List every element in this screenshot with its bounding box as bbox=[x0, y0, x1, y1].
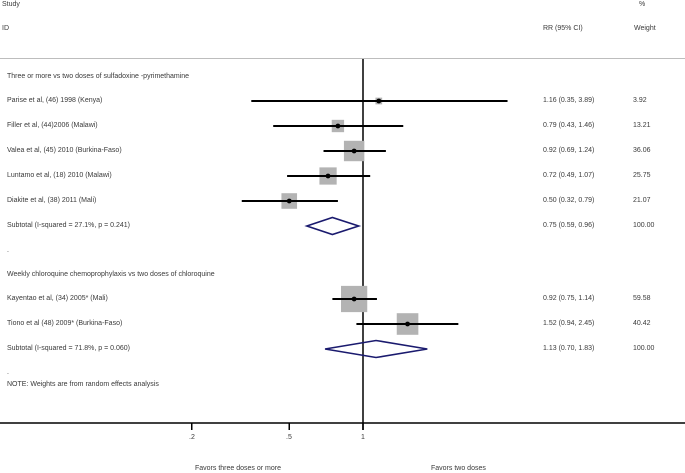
x-tick-label: 1 bbox=[361, 434, 365, 441]
study-rr-ci: 1.16 (0.35, 3.89) bbox=[543, 97, 595, 104]
study-weight: 36.06 bbox=[633, 147, 651, 154]
study-rr-ci: 0.50 (0.32, 0.79) bbox=[543, 197, 595, 204]
group-separator: . bbox=[7, 247, 9, 254]
point-estimate bbox=[405, 321, 410, 327]
study-rr-ci: 0.92 (0.69, 1.24) bbox=[543, 147, 595, 154]
study-weight: 13.21 bbox=[633, 122, 651, 129]
point-estimate bbox=[351, 148, 357, 154]
point-estimate bbox=[376, 98, 382, 104]
pct-column-header: % bbox=[639, 1, 646, 8]
id-column-header: ID bbox=[2, 25, 9, 32]
point-estimate bbox=[286, 198, 292, 204]
study-rr-ci: 1.52 (0.94, 2.45) bbox=[543, 320, 595, 327]
study-label: Kayentao et al, (34) 2005* (Mali) bbox=[7, 295, 108, 302]
header-divider bbox=[0, 58, 685, 59]
weights-note: NOTE: Weights are from random effects an… bbox=[7, 381, 159, 388]
study-weight: 21.07 bbox=[633, 197, 651, 204]
subtotal-rr-ci: 0.75 (0.59, 0.96) bbox=[543, 222, 595, 229]
study-rr-ci: 0.79 (0.43, 1.46) bbox=[543, 122, 595, 129]
study-weight: 25.75 bbox=[633, 172, 651, 179]
study-rr-ci: 0.72 (0.49, 1.07) bbox=[543, 172, 595, 179]
study-weight: 40.42 bbox=[633, 320, 651, 327]
x-tick-label: .5 bbox=[286, 434, 292, 441]
study-label: Filler et al, (44)2006 (Malawi) bbox=[7, 122, 98, 129]
point-estimate bbox=[325, 173, 331, 179]
study-label: Parise et al, (46) 1998 (Kenya) bbox=[7, 97, 103, 104]
study-column-header: Study bbox=[2, 1, 20, 8]
subtotal-diamond bbox=[324, 339, 428, 359]
subtotal-weight: 100.00 bbox=[633, 345, 655, 352]
subtotal-rr-ci: 1.13 (0.70, 1.83) bbox=[543, 345, 595, 352]
study-label: Diakite et al, (38) 2011 (Mali) bbox=[7, 197, 97, 204]
study-label: Valea et al, (45) 2010 (Burkina-Faso) bbox=[7, 147, 122, 154]
study-label: Luntamo et al, (18) 2010 (Malawi) bbox=[7, 172, 112, 179]
group-title: Three or more vs two doses of sulfadoxin… bbox=[7, 73, 190, 80]
favors-left-label: Favors three doses or more bbox=[195, 465, 281, 472]
study-label: Tiono et al (48) 2009* (Burkina-Faso) bbox=[7, 320, 123, 327]
subtotal-label: Subtotal (I-squared = 27.1%, p = 0.241) bbox=[7, 222, 130, 229]
subtotal-diamond bbox=[304, 216, 362, 236]
point-estimate bbox=[351, 296, 357, 302]
point-estimate bbox=[335, 123, 341, 129]
study-rr-ci: 0.92 (0.75, 1.14) bbox=[543, 295, 595, 302]
subtotal-label: Subtotal (I-squared = 71.8%, p = 0.060) bbox=[7, 345, 130, 352]
subtotal-weight: 100.00 bbox=[633, 222, 655, 229]
favors-right-label: Favors two doses bbox=[431, 465, 486, 472]
group-separator: . bbox=[7, 369, 9, 376]
group-title: Weekly chloroquine chemoprophylaxis vs t… bbox=[7, 271, 215, 278]
study-weight: 59.58 bbox=[633, 295, 651, 302]
weight-column-header: Weight bbox=[634, 25, 656, 32]
rr-column-header: RR (95% CI) bbox=[543, 25, 583, 32]
x-tick-label: .2 bbox=[189, 434, 195, 441]
study-weight: 3.92 bbox=[633, 97, 647, 104]
